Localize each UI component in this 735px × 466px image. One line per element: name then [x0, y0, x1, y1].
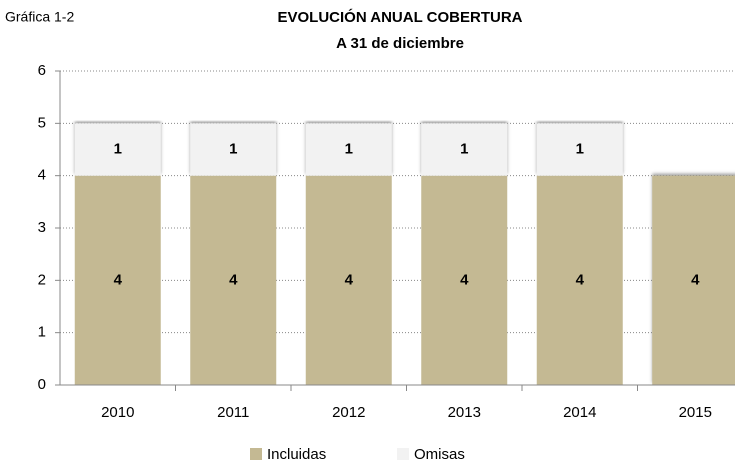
x-tick-label: 2014	[563, 404, 596, 421]
y-tick-label: 3	[38, 219, 46, 236]
legend-swatch	[397, 448, 409, 460]
bar-segment	[536, 175, 623, 385]
x-tick-label: 2015	[679, 404, 712, 421]
chart-subtitle: A 31 de diciembre	[336, 35, 464, 52]
x-tick-label: 2010	[101, 404, 134, 421]
x-tick-label: 2012	[332, 404, 365, 421]
y-tick-label: 0	[38, 376, 46, 393]
y-tick-label: 4	[38, 167, 46, 184]
data-label: 1	[460, 140, 468, 157]
data-label: 1	[114, 140, 122, 157]
data-label: 1	[345, 140, 353, 157]
bar-segment	[652, 175, 735, 385]
bar-segment	[74, 175, 161, 385]
data-label: 4	[345, 271, 354, 288]
legend-swatch	[250, 448, 262, 460]
data-label: 4	[114, 271, 123, 288]
bar-segment	[74, 123, 161, 176]
data-label: 1	[576, 140, 584, 157]
data-label: 1	[229, 140, 237, 157]
data-label: 4	[460, 271, 469, 288]
x-tick-label: 2013	[448, 404, 481, 421]
y-tick-label: 1	[38, 324, 46, 341]
data-label: 4	[576, 271, 585, 288]
bar-segment	[421, 123, 508, 176]
bar-segment	[190, 175, 277, 385]
bar-segment	[190, 123, 277, 176]
y-tick-label: 6	[38, 62, 46, 79]
legend: Incluidas Omisas	[250, 446, 465, 463]
legend-label: Omisas	[414, 446, 465, 463]
chart-title: EVOLUCIÓN ANUAL COBERTURA	[277, 8, 522, 26]
bar-segment	[305, 123, 392, 176]
chart-label: Gráfica 1-2	[5, 9, 74, 25]
x-tick-label: 2011	[217, 404, 249, 421]
data-label: 4	[691, 271, 700, 288]
y-tick-label: 2	[38, 271, 46, 288]
y-tick-label: 5	[38, 114, 46, 131]
bar-segment	[536, 123, 623, 176]
legend-label: Incluidas	[267, 446, 326, 463]
bar-segment	[305, 175, 392, 385]
bar-segment	[421, 175, 508, 385]
data-label: 4	[229, 271, 238, 288]
